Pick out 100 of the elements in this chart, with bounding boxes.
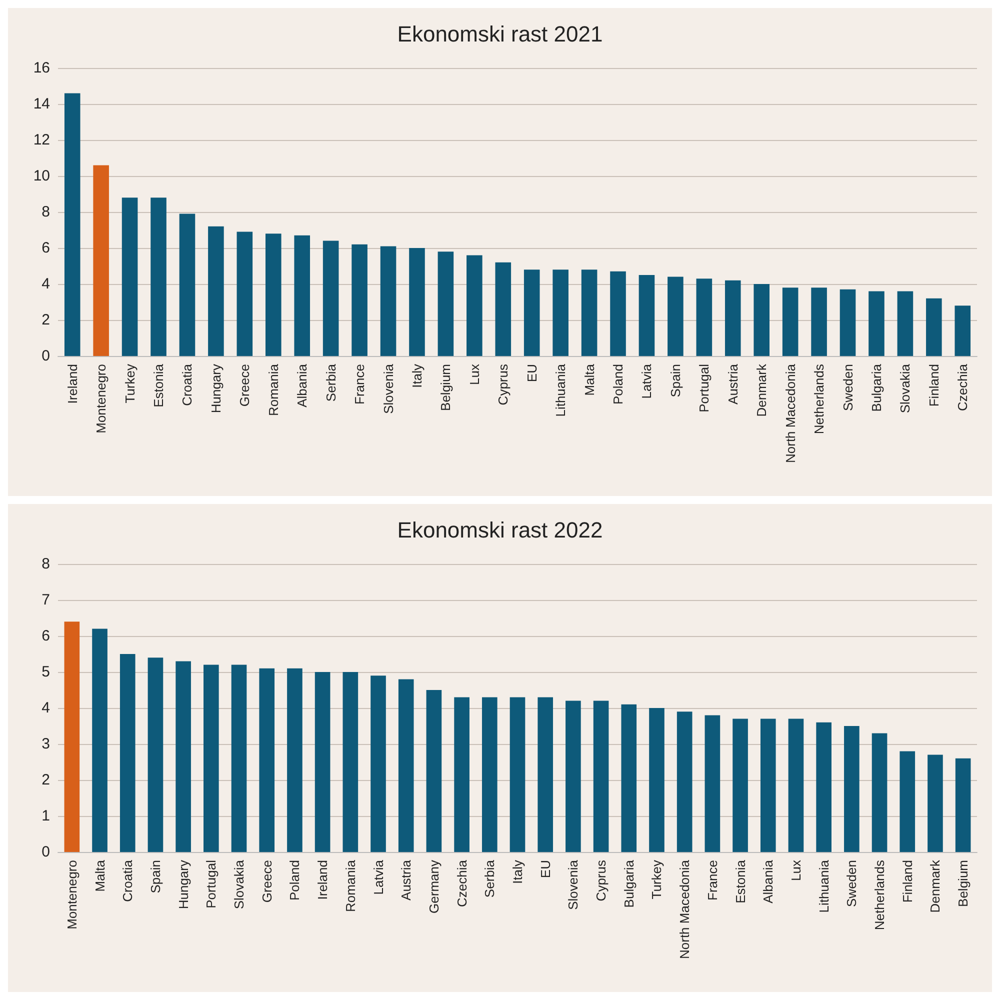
bar <box>955 758 971 852</box>
bar <box>897 291 914 356</box>
x-tick-label: Lithuania <box>816 859 832 913</box>
bar <box>538 697 554 852</box>
y-tick-label: 8 <box>42 204 50 220</box>
x-tick-label: Austria <box>398 859 414 900</box>
x-tick-label: Portugal <box>204 860 219 908</box>
x-tick-label: Serbia <box>482 859 498 898</box>
x-tick-label: Malta <box>92 859 108 892</box>
y-tick-label: 12 <box>33 132 50 148</box>
x-tick-label: Slovakia <box>232 859 247 910</box>
bar <box>900 751 916 852</box>
y-tick-label: 2 <box>42 772 50 788</box>
x-tick-label: Romania <box>266 363 281 416</box>
x-tick-label: Slovenia <box>566 859 581 910</box>
bar <box>231 664 247 852</box>
x-tick-label: Finland <box>926 364 942 407</box>
y-tick-label: 4 <box>42 276 50 292</box>
bar <box>294 235 310 356</box>
bar <box>593 700 609 852</box>
bar <box>64 93 80 356</box>
bar <box>704 715 720 852</box>
bar <box>204 664 219 852</box>
bar <box>668 276 684 356</box>
x-tick-label: Malta <box>582 363 597 396</box>
x-tick-label: Latvia <box>370 859 386 895</box>
x-tick-label: Denmark <box>754 364 770 417</box>
bar <box>409 248 425 356</box>
bar <box>122 198 138 356</box>
x-tick-label: Portugal <box>696 364 712 412</box>
bar <box>176 661 191 852</box>
x-tick-label: Sweden <box>844 860 860 907</box>
x-tick-label: Belgium <box>956 860 971 907</box>
x-tick-label: Italy <box>409 364 424 388</box>
y-tick-label: 6 <box>42 240 50 256</box>
x-tick-label: Montenegro <box>94 364 109 434</box>
bar <box>380 246 396 356</box>
bar <box>208 226 224 356</box>
x-tick-label: Bulgaria <box>621 859 636 908</box>
x-tick-label: Czechia <box>955 363 970 411</box>
x-tick-label: Netherlands <box>812 364 827 434</box>
bar <box>811 288 827 356</box>
bar <box>179 214 196 356</box>
x-tick-label: North Macedonia <box>782 363 798 463</box>
x-tick-label: Albania <box>760 859 776 904</box>
bar <box>259 668 275 852</box>
chart-title: Ekonomski rast 2021 <box>397 22 603 46</box>
bar <box>760 718 776 852</box>
x-tick-label: Austria <box>725 363 740 404</box>
x-tick-label: Croatia <box>120 859 136 902</box>
x-tick-label: Italy <box>510 860 525 884</box>
x-tick-label: Montenegro <box>64 860 80 930</box>
bar <box>954 306 971 356</box>
x-tick-label: Hungary <box>208 364 224 414</box>
bar <box>438 252 454 356</box>
y-tick-label: 7 <box>42 592 50 608</box>
bar <box>510 697 526 852</box>
x-tick-label: Serbia <box>323 363 338 402</box>
bar <box>398 679 414 852</box>
bar <box>482 697 498 852</box>
bar <box>638 275 655 356</box>
bar <box>265 234 282 356</box>
x-tick-label: Poland <box>287 860 302 900</box>
x-tick-label: Estonia <box>151 363 166 408</box>
x-tick-label: Ireland <box>64 364 80 404</box>
bar <box>754 284 770 356</box>
x-tick-label: Lux <box>466 364 482 385</box>
bar <box>370 676 386 852</box>
bar <box>844 726 860 852</box>
bar <box>649 708 664 852</box>
x-tick-label: Lux <box>788 860 804 881</box>
x-tick-label: Spain <box>148 860 163 894</box>
x-tick-label: Greece <box>237 364 252 407</box>
bar <box>322 240 339 356</box>
y-tick-label: 3 <box>42 736 50 752</box>
y-tick-label: 14 <box>33 96 50 112</box>
x-tick-label: Finland <box>900 860 915 903</box>
bar <box>840 289 856 356</box>
y-tick-label: 6 <box>42 628 50 644</box>
x-tick-label: Albania <box>294 363 310 408</box>
x-tick-label: Poland <box>610 364 626 404</box>
bar <box>148 658 164 852</box>
bar <box>524 270 540 356</box>
x-tick-label: Spain <box>668 364 683 398</box>
bar <box>426 690 442 852</box>
bar <box>342 672 358 852</box>
x-tick-label: Turkey <box>122 364 138 404</box>
y-tick-label: 0 <box>42 844 50 860</box>
bar <box>676 712 692 852</box>
bar <box>782 288 798 356</box>
x-tick-label: Cyprus <box>594 860 609 902</box>
bar <box>926 298 942 356</box>
bar <box>287 668 302 852</box>
x-tick-label: Sweden <box>840 364 856 411</box>
x-tick-label: EU <box>524 364 540 382</box>
x-tick-label: Slovenia <box>380 363 396 414</box>
bar <box>454 697 470 852</box>
bar <box>566 700 581 852</box>
bar <box>696 278 712 356</box>
y-tick-label: 2 <box>42 312 50 328</box>
